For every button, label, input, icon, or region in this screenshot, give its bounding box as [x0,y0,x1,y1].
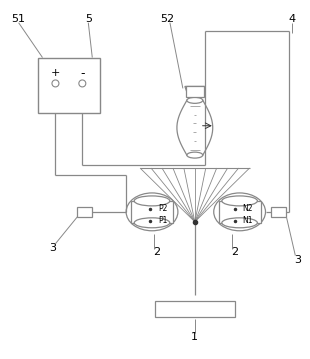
Ellipse shape [187,152,203,158]
Text: N1: N1 [243,216,253,225]
Text: 52: 52 [160,14,174,24]
Text: 2: 2 [231,247,238,257]
Text: 3: 3 [294,255,301,265]
Bar [155,302,235,317]
Ellipse shape [222,218,257,228]
Bar [272,207,286,217]
Ellipse shape [222,196,257,206]
Ellipse shape [214,193,265,231]
Bar [131,201,173,223]
Text: 51: 51 [11,14,26,24]
Text: P2: P2 [158,204,167,213]
Ellipse shape [126,193,178,231]
Text: 1: 1 [191,332,198,342]
Circle shape [79,80,86,87]
Text: N2: N2 [243,204,253,213]
Polygon shape [185,87,205,97]
Text: 3: 3 [49,243,56,253]
Bar [38,57,100,113]
Bar [219,201,260,223]
Text: -: - [80,67,85,80]
Text: 4: 4 [289,14,296,24]
Bar [78,207,92,217]
Text: 5: 5 [85,14,92,24]
Ellipse shape [134,196,170,206]
Circle shape [52,80,59,87]
Bar [186,87,204,97]
Text: 2: 2 [153,247,161,257]
Text: +: + [51,69,60,79]
Text: P1: P1 [158,216,167,225]
Ellipse shape [187,97,203,103]
Ellipse shape [134,218,170,228]
